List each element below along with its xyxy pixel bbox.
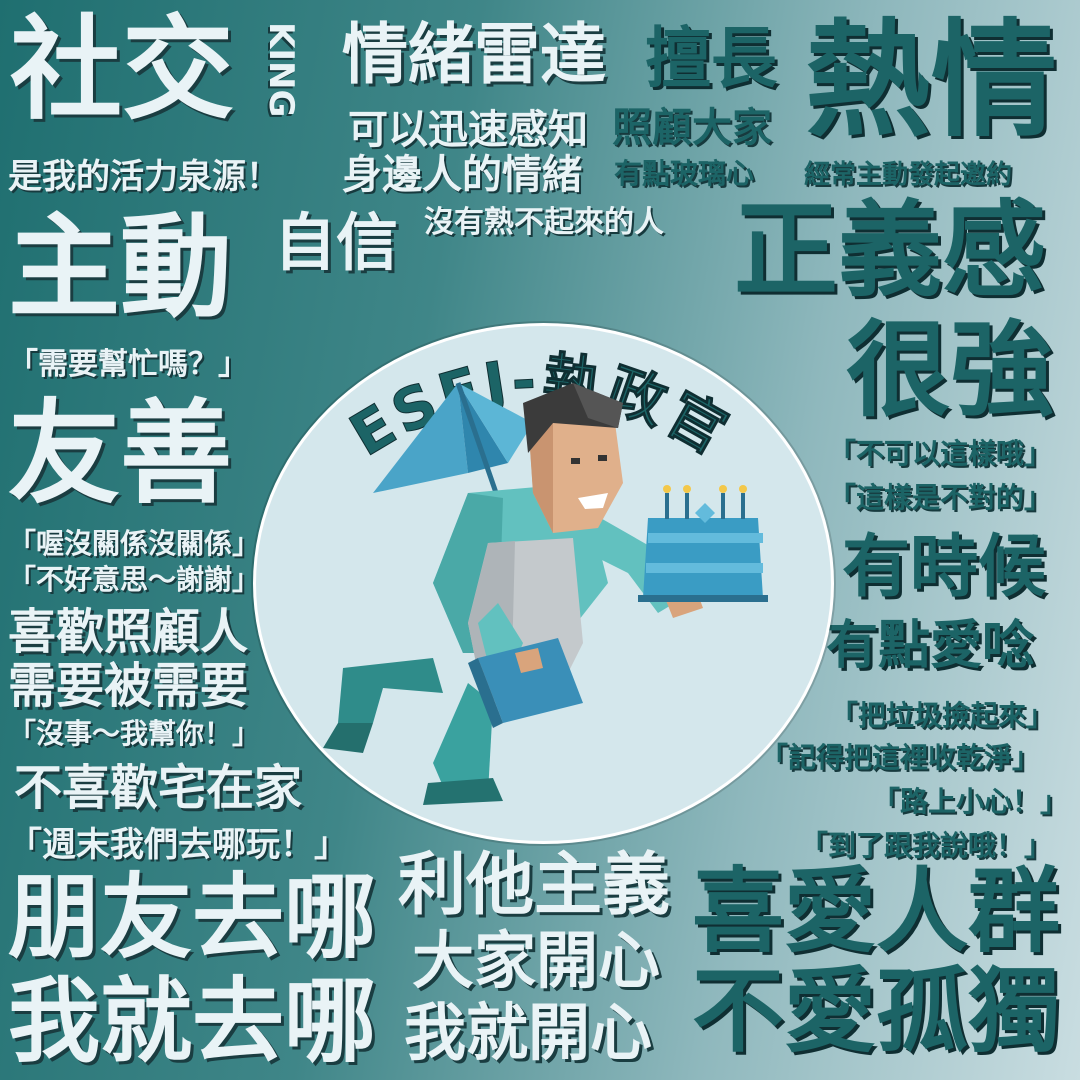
quote-tell-me: 「到了跟我說哦！」 [800, 829, 1053, 862]
umbrella-icon [373, 382, 533, 514]
word-justice: 正義感 [734, 189, 1047, 311]
quote-sorry-thanks: 「不好意思～謝謝」 [8, 563, 261, 596]
quote-be-careful: 「路上小心！」 [872, 785, 1069, 818]
text-love-crowd: 喜愛人群 [692, 858, 1061, 965]
text-i-go: 我就去哪 [8, 968, 377, 1075]
word-nagging: 有點愛唸 [826, 616, 1035, 676]
quote-let-me-help: 「沒事～我幫你！」 [8, 717, 261, 750]
text-like-caring: 喜歡照顧人 [8, 604, 249, 660]
word-very-strong: 很強 [846, 309, 1055, 431]
quote-clean-up: 「記得把這裡收乾淨」 [760, 741, 1041, 774]
word-confident: 自信 [274, 206, 399, 279]
word-king: KING [261, 22, 301, 118]
text-everyone-happy: 大家開心 [412, 924, 661, 997]
word-sometimes: 有時候 [842, 528, 1047, 607]
quote-not-allowed: 「不可以這樣哦」 [828, 437, 1053, 470]
text-energy-source: 是我的活力泉源！ [8, 157, 280, 197]
quote-weekend-out: 「週末我們去哪玩！」 [8, 825, 348, 865]
text-no-stranger: 沒有熟不起來的人 [424, 205, 664, 240]
text-not-alone: 不愛孤獨 [692, 958, 1061, 1065]
birthday-cake-icon [638, 485, 768, 602]
text-fragile-heart: 有點玻璃心 [614, 157, 755, 190]
word-emotion-radar: 情緒雷達 [342, 16, 606, 93]
quote-pick-trash: 「把垃圾撿起來」 [830, 699, 1055, 732]
text-sense-quickly: 可以迅速感知 [348, 107, 588, 153]
esfj-character-illustration [323, 382, 768, 805]
text-dislike-home: 不喜歡宅在家 [14, 760, 303, 816]
text-friends-go: 朋友去哪 [8, 864, 377, 971]
text-i-happy: 我就開心 [404, 996, 653, 1069]
quote-need-help: 「需要幫忙嗎？」 [8, 347, 248, 382]
book-icon [468, 638, 583, 728]
word-proactive: 主動 [8, 203, 232, 333]
text-altruism: 利他主義 [398, 846, 671, 925]
text-others-emotions: 身邊人的情緒 [342, 152, 582, 198]
quote-no-problem: 「喔沒關係沒關係」 [8, 527, 261, 560]
quote-not-right: 「這樣是不對的」 [828, 481, 1053, 514]
word-social: 社交 [10, 5, 234, 135]
text-need-to-be-needed: 需要被需要 [8, 658, 249, 714]
word-good-at: 擅長 [645, 20, 777, 97]
text-invite-often: 經常主動發起邀約 [804, 160, 1013, 190]
text-care-everyone: 照顧大家 [612, 105, 772, 151]
word-friendly: 友善 [8, 389, 232, 519]
word-passion: 熱情 [805, 7, 1057, 154]
